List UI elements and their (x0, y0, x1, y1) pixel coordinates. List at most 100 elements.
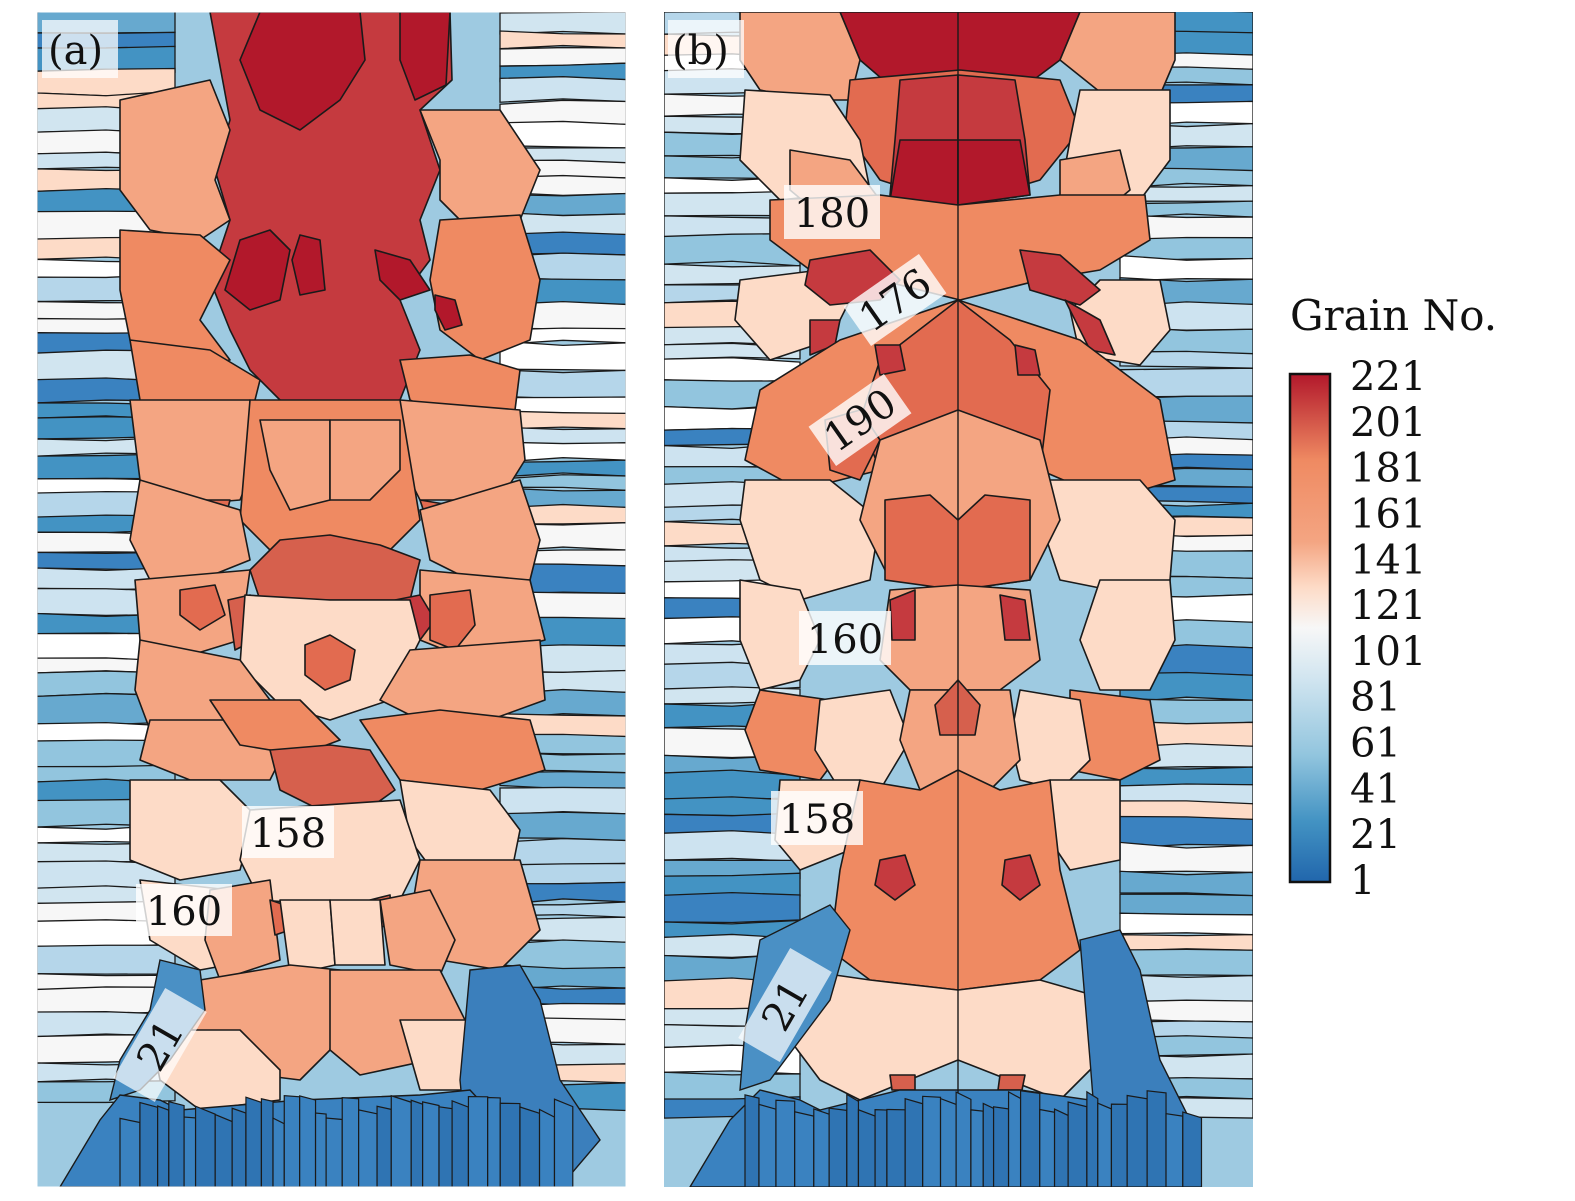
bottom-column (1019, 1090, 1041, 1187)
bottom-column (499, 1102, 521, 1187)
columnar-grain (499, 12, 626, 35)
bottom-column (168, 1100, 185, 1187)
bottom-column (119, 1117, 141, 1187)
bottom-column (422, 1101, 440, 1187)
bottom-column (139, 1101, 159, 1187)
columnar-grain (499, 786, 626, 816)
columnar-grain (1119, 934, 1253, 952)
bottom-column (231, 1107, 247, 1187)
bottom-column (758, 1103, 777, 1187)
bottom-column (214, 1113, 233, 1187)
panel-label-a-text: (a) (48, 28, 103, 74)
bottom-column (744, 1094, 760, 1187)
columnar-grain (499, 340, 626, 371)
panel-a (37, 12, 626, 1187)
bottom-column (939, 1097, 957, 1187)
annotation-a-160-text: 160 (146, 889, 222, 935)
bottom-column (904, 1097, 924, 1187)
bottom-column (519, 1106, 541, 1187)
bottom-column (992, 1106, 1010, 1187)
colorbar-tick-label: 41 (1350, 766, 1401, 812)
bottom-column (1039, 1108, 1056, 1187)
bottom-column (970, 1109, 984, 1187)
bottom-column (451, 1099, 470, 1187)
colorbar-tick-label: 121 (1350, 583, 1426, 629)
bottom-column (245, 1096, 263, 1187)
panel-b (664, 12, 1253, 1187)
bottom-column (828, 1107, 848, 1187)
bottom-column (410, 1099, 424, 1187)
bottom-column (341, 1097, 360, 1187)
bottom-column (487, 1096, 501, 1187)
bottom-column (299, 1095, 317, 1187)
columnar-grain (37, 944, 176, 975)
annotation-b-180: 180 (784, 185, 880, 239)
colorbar-tick-label: 21 (1350, 812, 1401, 858)
bottom-column (857, 1108, 876, 1187)
panel-label-b-text: (b) (672, 28, 729, 74)
bottom-column (183, 1116, 197, 1187)
bottom-column (438, 1106, 453, 1187)
annotation-a-160: 160 (136, 884, 232, 936)
bottom-column (1053, 1108, 1069, 1187)
bottom-column (538, 1108, 556, 1187)
columnar-grain (664, 891, 801, 924)
colorbar-tick-label: 161 (1350, 491, 1426, 537)
bottom-column (922, 1095, 942, 1187)
columnar-grain (1119, 912, 1253, 936)
bottom-column (886, 1108, 906, 1187)
bottom-column (775, 1099, 796, 1187)
columnar-grain (1119, 350, 1253, 369)
bottom-column (157, 1105, 170, 1187)
bottom-column (553, 1098, 574, 1187)
colorbar-tick-label: 201 (1350, 400, 1426, 446)
bottom-column (283, 1094, 301, 1187)
bottom-column (376, 1105, 392, 1187)
bottom-column (1097, 1102, 1113, 1187)
colorbar-tick-label: 1 (1350, 858, 1375, 904)
annotation-b-160: 160 (799, 611, 891, 665)
columnar-grain (499, 30, 626, 50)
bottom-column (982, 1102, 995, 1187)
colorbar-tick-label: 61 (1350, 721, 1401, 767)
annotation-a-158-text: 158 (250, 811, 326, 857)
columnar-grain (1119, 870, 1253, 897)
columnar-grain (499, 770, 626, 790)
bottom-column (813, 1108, 830, 1187)
panel-label-a: (a) (42, 20, 118, 78)
bottom-column (1086, 1090, 1099, 1187)
bottom-columns-b (744, 1090, 1203, 1187)
colorbar-tick-label: 81 (1350, 675, 1401, 721)
annotation-b-180-text: 180 (794, 191, 870, 237)
bottom-column (467, 1095, 489, 1187)
bottom-column (1110, 1103, 1128, 1187)
bottom-column (390, 1094, 412, 1187)
bottom-column (1146, 1090, 1167, 1187)
colorbar-gradient (1288, 372, 1332, 884)
colorbar-tick-label: 181 (1350, 446, 1426, 492)
bottom-column (325, 1117, 343, 1187)
panel-a-frame (36, 11, 627, 1188)
panel-label-b: (b) (668, 20, 744, 78)
bottom-column (1007, 1090, 1022, 1187)
bottom-column (874, 1109, 888, 1187)
bottom-columns-a (119, 1094, 574, 1187)
annotation-b-160-text: 160 (807, 617, 883, 663)
bottom-column (955, 1091, 972, 1187)
bottom-column (314, 1112, 327, 1187)
bottom-column (260, 1097, 274, 1187)
colorbar-tick-label: 141 (1350, 537, 1426, 583)
bottom-column (272, 1117, 285, 1187)
bottom-column (358, 1109, 378, 1187)
columnar-grain (499, 76, 626, 103)
annotation-a-158: 158 (242, 806, 334, 858)
bottom-column (794, 1110, 815, 1187)
bottom-column (1067, 1101, 1088, 1187)
annotation-b-158-text: 158 (779, 797, 855, 843)
annotation-b-158: 158 (771, 791, 863, 845)
colorbar-title: Grain No. (1290, 291, 1497, 340)
bottom-column (1126, 1094, 1148, 1187)
